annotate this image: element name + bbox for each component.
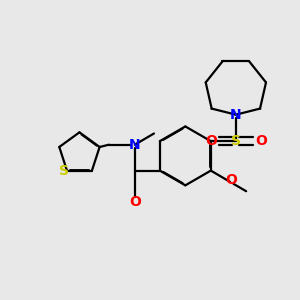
Text: S: S: [59, 164, 69, 178]
Text: O: O: [226, 173, 237, 187]
Text: O: O: [205, 134, 217, 148]
Text: S: S: [231, 134, 241, 148]
Text: O: O: [255, 134, 267, 148]
Text: N: N: [230, 108, 242, 122]
Text: O: O: [129, 195, 141, 209]
Text: N: N: [129, 138, 141, 152]
